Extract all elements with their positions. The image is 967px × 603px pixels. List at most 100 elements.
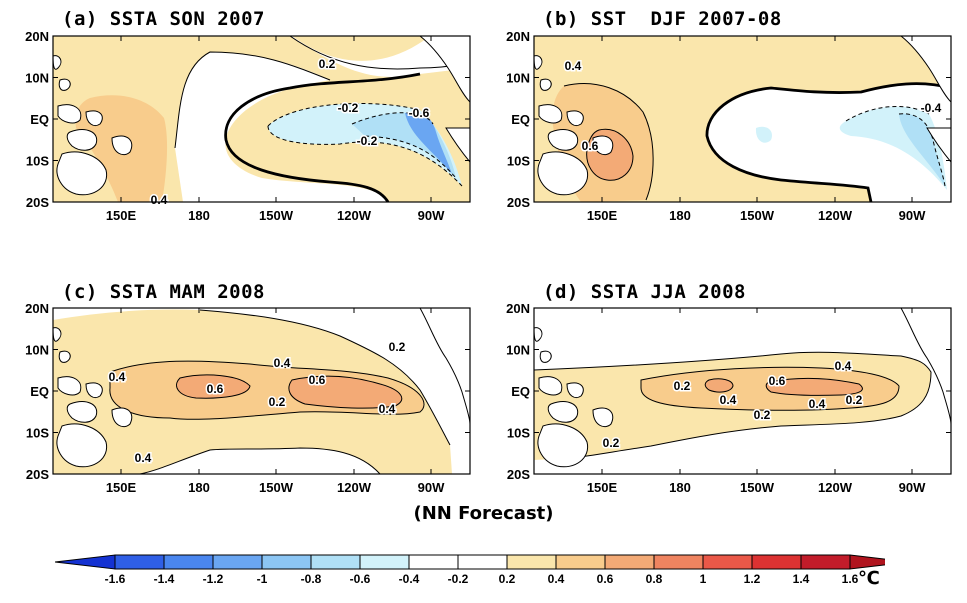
land-outline xyxy=(547,401,579,423)
land-outline xyxy=(926,127,951,163)
lat-tick-label: 10S xyxy=(507,426,530,441)
land-outline xyxy=(539,78,552,91)
colorbar-segment xyxy=(408,554,459,570)
colorbar-right-arrow xyxy=(849,554,885,570)
land-outline xyxy=(111,407,133,428)
lon-tick-label: 90W xyxy=(899,208,926,223)
map-area xyxy=(534,36,951,202)
lat-tick-label: 20S xyxy=(26,195,49,210)
colorbar-segment xyxy=(114,554,165,570)
contour-label: 0.6 xyxy=(582,139,599,153)
lon-tick-label: 150W xyxy=(259,480,294,495)
contour-line xyxy=(845,106,930,122)
colorbar-tick-label: 0.6 xyxy=(597,572,614,586)
panel-d-map: 0.2 0.4 0.6 0.2 0.4 0.4 0.2 0.2 20N 10N EQ 10S 20S 15… xyxy=(506,301,952,495)
colorbar-unit: ℃ xyxy=(858,568,880,589)
contour-label: 0.4 xyxy=(135,451,152,465)
lon-tick-label: 150W xyxy=(740,208,775,223)
contour-line xyxy=(898,113,946,187)
contour-line xyxy=(267,102,421,127)
anomaly-shading xyxy=(288,376,402,409)
land-outline xyxy=(58,78,71,91)
contour-label: 0.2 xyxy=(754,408,771,422)
lat-tick-label: 10N xyxy=(506,71,530,86)
panel-c-map: 0.4 0.2 0.4 0.6 0.6 0.2 0.4 0.4 20N 10N EQ 10S 20S 15… xyxy=(25,301,471,495)
lat-tick-label: 10N xyxy=(25,71,49,86)
anomaly-shading xyxy=(705,378,733,393)
contour-label: 0.4 xyxy=(274,356,291,370)
colorbar-tick-label: -0.6 xyxy=(350,572,371,586)
contour-label: -0.2 xyxy=(357,134,378,148)
panel-a-title: (a) SSTA SON 2007 xyxy=(62,8,265,30)
colorbar-tick-label: 0.4 xyxy=(548,572,565,586)
lon-tick-label: 180 xyxy=(669,480,691,495)
lat-tick-label: 20N xyxy=(506,29,530,44)
land-outline xyxy=(56,423,108,468)
lon-tick-label: 120W xyxy=(337,480,372,495)
contour-label: 0.6 xyxy=(309,373,326,387)
contour-label: -0.6 xyxy=(409,106,430,120)
contour-label: 0.4 xyxy=(151,193,168,207)
colorbar-segment xyxy=(261,554,312,570)
land-outline xyxy=(547,129,579,151)
panel-a-map: 0.2 -0.2 -0.6 -0.2 0.4 20N 10N EQ 10S 20S 150E 180 1… xyxy=(25,29,471,223)
land-outline xyxy=(566,110,584,126)
contour-line xyxy=(109,360,425,420)
contour-line xyxy=(563,83,654,201)
colorbar-segment xyxy=(751,554,802,570)
contour-label: 0.4 xyxy=(809,397,826,411)
panel-b-map: 0.4 0.6 -0.4 20N 10N EQ 10S 20S 150E 180 150W 120W 9… xyxy=(506,29,952,223)
lat-tick-label: 20S xyxy=(507,195,530,210)
contour-label: 0.4 xyxy=(565,59,582,73)
anomaly-shading xyxy=(899,113,945,186)
colorbar-segment xyxy=(212,554,263,570)
lon-tick-label: 90W xyxy=(418,208,445,223)
colorbar: -1.6 -1.4 -1.2 -1 -0.8 -0.6 -0.4 -0.2 0.2 0.4 0.6 0… xyxy=(55,554,885,586)
colorbar-segment xyxy=(506,554,557,570)
land-outline xyxy=(56,151,108,196)
contour-line xyxy=(224,72,421,202)
colorbar-segment xyxy=(359,554,410,570)
lat-tick-label: 20S xyxy=(507,467,530,482)
colorbar-segment xyxy=(310,554,361,570)
lon-tick-label: 120W xyxy=(818,208,853,223)
anomaly-shading xyxy=(755,126,772,143)
land-outline xyxy=(537,151,589,196)
contour-line xyxy=(199,309,451,446)
contour-label: 0.6 xyxy=(769,374,786,388)
colorbar-tick-label: -1 xyxy=(257,572,268,586)
land-outline xyxy=(85,110,103,126)
lat-tick-label: EQ xyxy=(511,384,530,399)
colorbar-tick-label: 1.4 xyxy=(793,572,810,586)
panel-b-title: (b) SST DJF 2007-08 xyxy=(543,8,782,30)
contour-line xyxy=(364,135,457,179)
contour-line xyxy=(288,375,403,409)
colorbar-tick-label: 0.8 xyxy=(646,572,663,586)
colorbar-tick-label: 1.2 xyxy=(744,572,761,586)
lon-tick-label: 150E xyxy=(106,208,137,223)
contour-line xyxy=(586,128,634,181)
land-outline xyxy=(57,376,82,396)
lat-tick-label: 10N xyxy=(506,343,530,358)
panel-c-title: (c) SSTA MAM 2008 xyxy=(62,281,265,303)
contour-label: 0.2 xyxy=(674,379,691,393)
land-outline xyxy=(566,382,584,398)
land-outline xyxy=(57,104,82,124)
lon-tick-label: 150E xyxy=(587,480,618,495)
lon-tick-label: 120W xyxy=(818,480,853,495)
contour-label: 0.4 xyxy=(109,370,126,384)
lon-tick-label: 150E xyxy=(587,208,618,223)
colorbar-segment xyxy=(163,554,214,570)
map-area xyxy=(53,308,470,474)
anomaly-shading xyxy=(292,36,430,61)
lat-tick-label: EQ xyxy=(30,384,49,399)
colorbar-left-arrow xyxy=(55,554,116,570)
contour-label: 0.4 xyxy=(720,393,737,407)
contour-line xyxy=(174,51,331,149)
panel-d-title: (d) SSTA JJA 2008 xyxy=(543,281,746,303)
contour-line xyxy=(139,447,381,474)
lat-tick-label: 10S xyxy=(26,426,49,441)
colorbar-tick-label: 1 xyxy=(700,572,707,586)
contour-label: 0.6 xyxy=(207,382,224,396)
land-outline xyxy=(419,36,470,103)
